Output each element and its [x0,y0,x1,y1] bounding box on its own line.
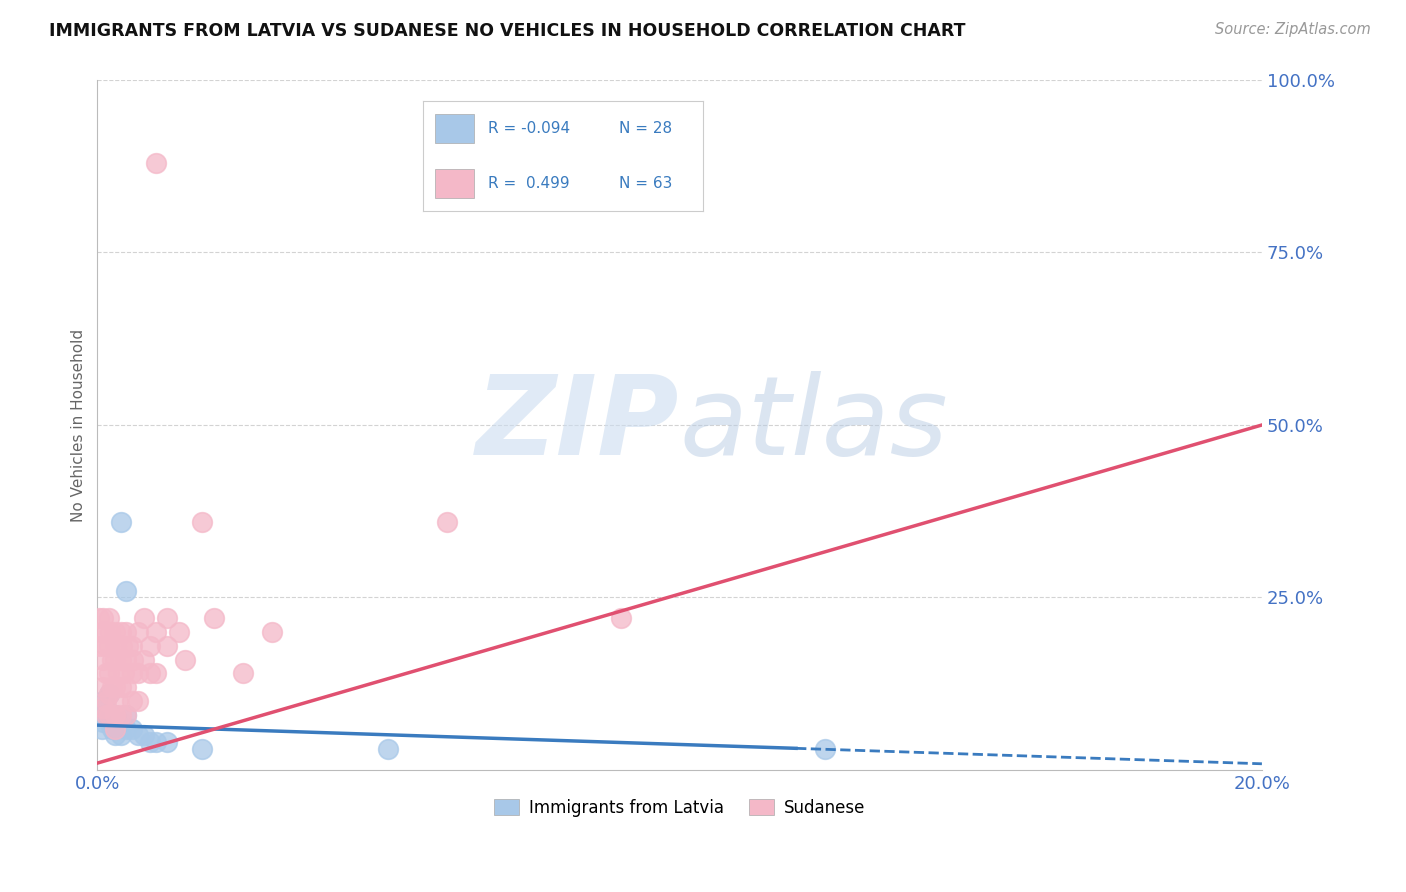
Point [98,687,121,701]
Point [139,735,162,749]
Point [101,722,124,736]
Point [94,639,117,653]
Point [110,652,132,666]
Point [145,155,167,169]
Point [191,742,214,756]
Point [104,722,127,736]
Point [110,680,132,694]
Point [98,714,121,729]
Point [98,707,121,722]
Point [104,625,127,640]
Point [104,680,127,694]
Point [94,707,117,722]
Point [145,666,167,681]
Point [91,625,114,640]
Point [110,729,132,743]
Point [91,652,114,666]
Point [98,639,121,653]
Point [145,625,167,640]
Point [101,652,124,666]
Point [91,611,114,625]
Point [132,729,155,743]
Point [122,652,145,666]
Point [91,694,114,708]
Point [132,652,155,666]
Point [127,666,149,681]
Point [110,515,132,529]
Text: atlas: atlas [679,371,948,478]
Point [91,680,114,694]
Point [202,611,225,625]
Point [132,611,155,625]
Point [139,639,162,653]
Point [89,639,111,653]
Text: ZIP: ZIP [477,371,679,478]
Point [127,625,149,640]
Point [110,707,132,722]
Point [107,714,129,729]
Point [89,707,111,722]
Point [94,694,117,708]
Point [104,707,127,722]
Point [104,729,127,743]
Point [173,652,195,666]
Point [98,611,121,625]
Point [139,666,162,681]
Point [115,625,138,640]
Point [115,652,138,666]
Text: Source: ZipAtlas.com: Source: ZipAtlas.com [1215,22,1371,37]
Point [87,611,110,625]
Point [127,694,149,708]
Point [98,625,121,640]
Point [191,515,214,529]
Point [145,735,167,749]
Point [121,666,143,681]
Point [98,707,121,722]
Point [91,701,114,715]
Point [98,666,121,681]
Point [121,639,143,653]
Point [91,722,114,736]
Point [814,742,837,756]
Point [115,722,138,736]
Point [377,742,399,756]
Point [127,729,149,743]
Point [156,639,179,653]
Point [117,639,139,653]
Point [107,666,129,681]
Point [115,707,138,722]
Point [98,687,121,701]
Y-axis label: No Vehicles in Household: No Vehicles in Household [72,328,86,522]
Point [110,625,132,640]
Point [232,666,254,681]
Point [104,707,127,722]
Point [93,625,115,640]
Point [111,639,134,653]
Point [115,680,138,694]
Point [94,666,117,681]
Point [436,515,458,529]
Point [104,652,127,666]
Point [115,583,138,598]
Point [156,611,179,625]
Point [104,639,127,653]
Point [121,694,143,708]
Point [110,714,132,729]
Point [121,722,143,736]
Point [115,707,138,722]
Point [101,680,124,694]
Point [91,714,114,729]
Point [112,666,135,681]
Point [104,722,127,736]
Point [610,611,633,625]
Text: IMMIGRANTS FROM LATVIA VS SUDANESE NO VEHICLES IN HOUSEHOLD CORRELATION CHART: IMMIGRANTS FROM LATVIA VS SUDANESE NO VE… [49,22,966,40]
Legend: Immigrants from Latvia, Sudanese: Immigrants from Latvia, Sudanese [488,792,872,824]
Point [107,694,129,708]
Point [94,701,117,715]
Point [156,735,179,749]
Point [167,625,190,640]
Point [260,625,283,640]
